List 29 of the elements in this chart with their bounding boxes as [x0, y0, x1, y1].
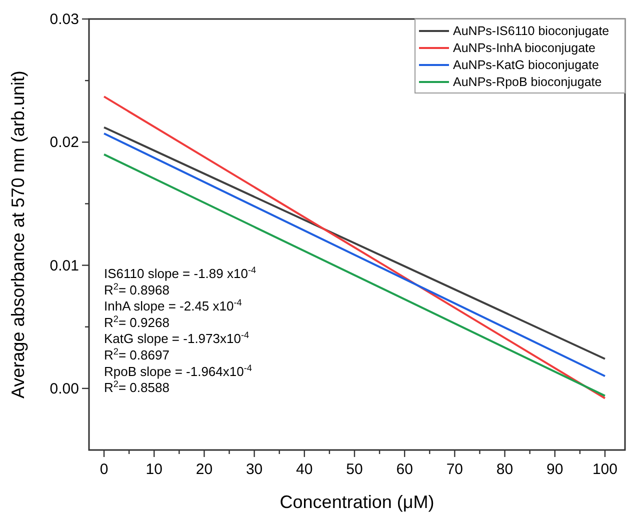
- y-tick-label: 0.02: [50, 134, 79, 152]
- y-tick-label: 0.03: [50, 11, 79, 28]
- annotation: R$^{2}$= 0.9268: [104, 314, 170, 330]
- legend-label: AuNPs-RpoB bioconjugate: [453, 75, 602, 89]
- x-tick-label: 30: [246, 461, 263, 478]
- annotation: R$^{2}$= 0.8968: [104, 281, 170, 298]
- legend-label: AuNPs-KatG bioconjugate: [453, 58, 599, 72]
- x-axis-title: Concentration (μM): [280, 492, 434, 512]
- x-tick-label: 10: [146, 461, 162, 478]
- annotation: RpoB slope = -1.964x10$^{-4}$: [104, 362, 252, 379]
- x-tick-label: 50: [346, 461, 363, 478]
- x-tick-label: 40: [296, 461, 313, 478]
- x-tick-label: 80: [496, 461, 514, 478]
- annotation: R$^{2}$= 0.8697: [104, 346, 170, 362]
- legend-label: AuNPs-IS6110 bioconjugate: [453, 24, 610, 38]
- annotation: IS6110 slope = -1.89 x10$^{-4}$: [104, 265, 256, 281]
- y-axis-title: Average absorbance at 570 nm (arb.unit): [8, 70, 28, 398]
- annotation: KatG slope = -1.973x10$^{-4}$: [104, 330, 250, 346]
- annotation: InhA slope = -2.45 x10$^{-4}$: [104, 298, 242, 314]
- x-tick-label: 100: [592, 461, 618, 478]
- y-tick-label: 0.01: [50, 257, 79, 274]
- x-tick-label: 70: [446, 461, 464, 478]
- annotation: R$^{2}$= 0.8588: [104, 379, 170, 396]
- x-tick-label: 20: [196, 461, 213, 478]
- x-tick-label: 0: [100, 461, 108, 478]
- y-tick-label: 0.00: [50, 380, 79, 398]
- x-tick-label: 90: [546, 461, 564, 478]
- x-tick-label: 60: [396, 461, 413, 478]
- legend-label: AuNPs-InhA bioconjugate: [453, 41, 596, 55]
